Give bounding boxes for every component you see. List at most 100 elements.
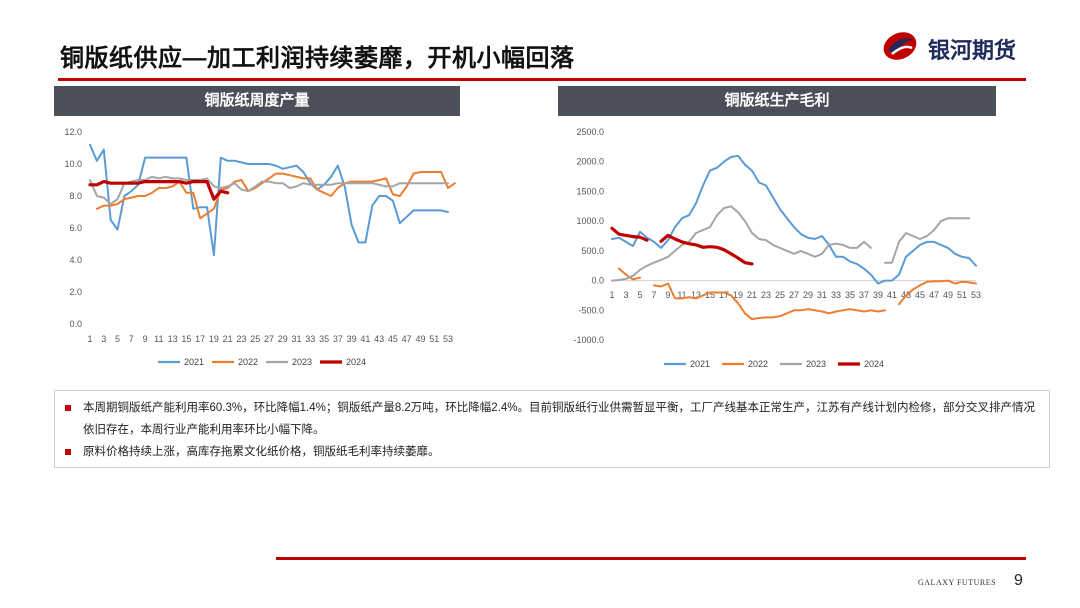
weekly-output-chart: 0.02.04.06.08.010.012.01 3 5 7 9 11 13 15 17 19 21… <box>64 127 456 367</box>
x-tick-label: 47 <box>929 290 939 300</box>
legend-label-2024: 2024 <box>864 359 884 369</box>
x-tick-label: 9 <box>143 334 148 344</box>
legend-label-2023: 2023 <box>292 357 312 367</box>
series-2024-segment <box>88 179 230 201</box>
series-2024-line <box>88 179 230 201</box>
x-tick-label: 25 <box>250 334 260 344</box>
x-tick-label: 33 <box>831 290 841 300</box>
legend-label-2022: 2022 <box>238 357 258 367</box>
series-2023-line <box>89 175 449 205</box>
x-tick-label: 21 <box>747 290 757 300</box>
series-2021-line <box>611 154 977 285</box>
y-tick-label: 2500.0 <box>576 127 604 137</box>
series-2022-segment <box>95 171 456 220</box>
y-tick-label: 12.0 <box>64 127 82 137</box>
x-tick-label: 17 <box>195 334 205 344</box>
x-tick-label: 33 <box>305 334 315 344</box>
x-tick-label: 53 <box>971 290 981 300</box>
y-tick-label: 2.0 <box>69 287 82 297</box>
x-tick-label: 29 <box>278 334 288 344</box>
note-item: 本周期铜版纸产能利用率60.3%，环比降幅1.4%；铜版纸产量8.2万吨，环比降… <box>65 397 1037 441</box>
page-number: 9 <box>1014 572 1023 589</box>
legend-label-2022: 2022 <box>748 359 768 369</box>
series-2023-segment <box>611 205 872 282</box>
x-tick-label: 5 <box>637 290 642 300</box>
x-tick-label: 3 <box>623 290 628 300</box>
note-text-1: 本周期铜版纸产能利用率60.3%，环比降幅1.4%；铜版纸产量8.2万吨，环比降… <box>83 402 1036 436</box>
x-tick-label: 37 <box>859 290 869 300</box>
x-tick-label: 37 <box>333 334 343 344</box>
x-tick-label: 5 <box>115 334 120 344</box>
x-tick-label: 15 <box>705 290 715 300</box>
legend-label-2021: 2021 <box>690 359 710 369</box>
series-2022-segment <box>898 279 977 306</box>
x-tick-label: 31 <box>817 290 827 300</box>
y-tick-label: -1000.0 <box>573 335 604 345</box>
x-tick-label: 51 <box>957 290 967 300</box>
x-tick-label: 23 <box>236 334 246 344</box>
y-tick-label: 4.0 <box>69 255 82 265</box>
x-tick-label: 51 <box>429 334 439 344</box>
x-tick-label: 27 <box>789 290 799 300</box>
x-tick-label: 7 <box>129 334 134 344</box>
legend-label-2021: 2021 <box>184 357 204 367</box>
y-tick-label: 10.0 <box>64 159 82 169</box>
galaxy-logo-icon <box>883 32 917 60</box>
y-tick-label: -500.0 <box>578 305 604 315</box>
page-title: 铜版纸供应—加工利润持续萎靡，开机小幅回落 <box>60 45 575 72</box>
x-tick-label: 43 <box>374 334 384 344</box>
notes-box: 本周期铜版纸产能利用率60.3%，环比降幅1.4%；铜版纸产量8.2万吨，环比降… <box>54 390 1050 468</box>
series-2021-line <box>89 143 449 257</box>
x-tick-label: 19 <box>733 290 743 300</box>
x-tick-label: 27 <box>264 334 274 344</box>
series-2023-segment <box>89 175 449 205</box>
x-tick-label: 49 <box>943 290 953 300</box>
series-2021-segment <box>89 143 449 257</box>
series-2022-line <box>95 171 456 220</box>
x-tick-label: 1 <box>87 334 92 344</box>
x-tick-label: 11 <box>154 334 163 344</box>
x-tick-label: 41 <box>887 290 897 300</box>
x-tick-label: 9 <box>665 290 670 300</box>
x-tick-label: 1 <box>609 290 614 300</box>
x-tick-label: 31 <box>292 334 302 344</box>
legend-label-2023: 2023 <box>806 359 826 369</box>
x-tick-label: 49 <box>415 334 425 344</box>
y-tick-label: 6.0 <box>69 223 82 233</box>
bullet-icon <box>65 449 71 455</box>
series-2024-line <box>610 226 754 266</box>
x-tick-label: 17 <box>719 290 729 300</box>
x-tick-label: 35 <box>319 334 329 344</box>
x-tick-label: 19 <box>209 334 219 344</box>
x-tick-label: 45 <box>388 334 398 344</box>
x-tick-label: 25 <box>775 290 785 300</box>
series-2024-segment <box>659 233 754 266</box>
x-tick-label: 13 <box>691 290 701 300</box>
bullet-icon <box>65 405 71 411</box>
x-tick-label: 13 <box>168 334 178 344</box>
x-tick-label: 35 <box>845 290 855 300</box>
chart1-title: 铜版纸周度产量 <box>54 86 460 116</box>
x-tick-label: 39 <box>873 290 883 300</box>
y-tick-label: 0.0 <box>69 319 82 329</box>
y-tick-label: 500.0 <box>581 246 604 256</box>
legend-label-2024: 2024 <box>346 357 366 367</box>
chart2-title: 铜版纸生产毛利 <box>558 86 996 116</box>
series-2023-line <box>611 205 970 282</box>
series-2024-segment <box>610 226 649 242</box>
x-tick-label: 29 <box>803 290 813 300</box>
x-tick-label: 41 <box>360 334 370 344</box>
y-tick-label: 1000.0 <box>576 216 604 226</box>
brand-name: 银河期货 <box>928 38 1017 63</box>
gross-profit-chart: -1000.0 -500.0 0.0 500.0 1000.0 1500.0 2000.0 2… <box>573 127 981 369</box>
note-text-2: 原料价格持续上涨，高库存拖累文化纸价格，铜版纸毛利率持续萎靡。 <box>83 446 440 458</box>
series-2023-segment <box>884 217 970 264</box>
x-tick-label: 3 <box>101 334 106 344</box>
y-tick-label: 1500.0 <box>576 186 604 196</box>
series-2022-segment <box>653 282 886 321</box>
y-tick-label: 0.0 <box>591 276 604 286</box>
top-divider <box>58 78 1026 81</box>
y-tick-label: 2000.0 <box>576 157 604 167</box>
x-tick-label: 47 <box>402 334 412 344</box>
x-tick-label: 7 <box>651 290 656 300</box>
